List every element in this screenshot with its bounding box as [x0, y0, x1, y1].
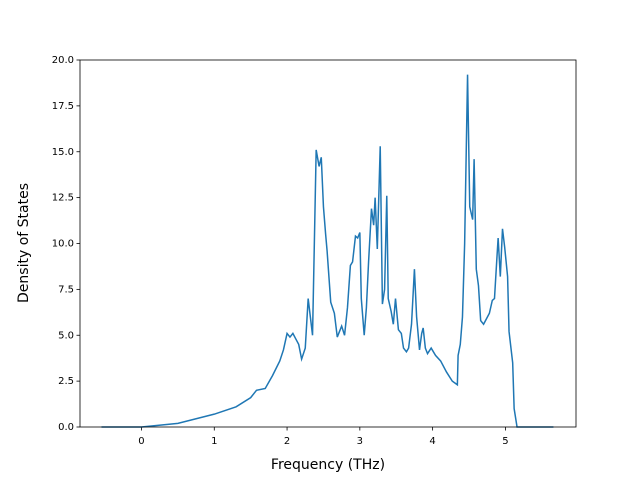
y-tick-label: 17.5: [52, 101, 74, 112]
x-tick-label: 1: [211, 436, 217, 447]
y-tick-label: 7.5: [58, 284, 74, 295]
y-axis-label: Density of States: [16, 183, 32, 303]
y-tick-label: 0.0: [58, 422, 74, 433]
x-axis-label: Frequency (THz): [271, 457, 385, 473]
y-tick-label: 5.0: [58, 330, 74, 341]
x-tick-label: 5: [502, 436, 508, 447]
data-line: [101, 74, 554, 428]
y-tick-label: 15.0: [52, 147, 74, 158]
axes-frame: [79, 59, 577, 428]
y-tick-label: 20.0: [52, 55, 74, 66]
x-tick-label: 3: [357, 436, 363, 447]
y-tick-label: 10.0: [52, 239, 74, 250]
x-tick-label: 0: [138, 436, 144, 447]
y-tick-label: 12.5: [52, 193, 74, 204]
x-tick-label: 2: [284, 436, 290, 447]
x-tick-label: 4: [429, 436, 435, 447]
y-tick-label: 2.5: [58, 376, 74, 387]
